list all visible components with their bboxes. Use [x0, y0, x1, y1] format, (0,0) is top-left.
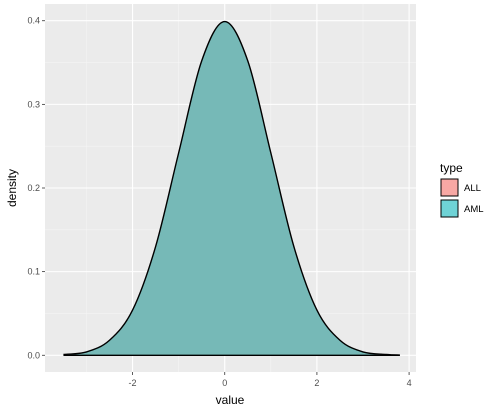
y-tick-label-2: 0.2 [27, 183, 40, 193]
y-tick-label-3: 0.3 [27, 99, 40, 109]
x-tick-label-1: 0 [222, 378, 227, 388]
series-layer [63, 20, 400, 356]
series-area-aml [63, 21, 400, 356]
x-axis-title: value [216, 393, 245, 407]
legend-label-all: ALL [464, 183, 481, 194]
legend-title: type [440, 161, 463, 175]
y-tick-label-1: 0.1 [27, 267, 40, 277]
x-tick-label-3: 4 [407, 378, 412, 388]
legend-key-aml [440, 199, 459, 218]
x-tick-label-2: 2 [314, 378, 319, 388]
x-tick-label-0: -2 [129, 378, 137, 388]
y-axis-title: density [5, 169, 19, 207]
legend-key-all [440, 178, 459, 197]
y-tick-label-4: 0.4 [27, 16, 40, 26]
x-axis: -2 0 2 4 [129, 372, 412, 388]
legend: type ALL AML [440, 161, 484, 218]
legend-label-aml: AML [464, 204, 484, 215]
series-line-aml [63, 20, 400, 356]
y-axis: 0.0 0.1 0.2 0.3 0.4 [27, 16, 45, 360]
y-tick-label-0: 0.0 [27, 350, 40, 360]
